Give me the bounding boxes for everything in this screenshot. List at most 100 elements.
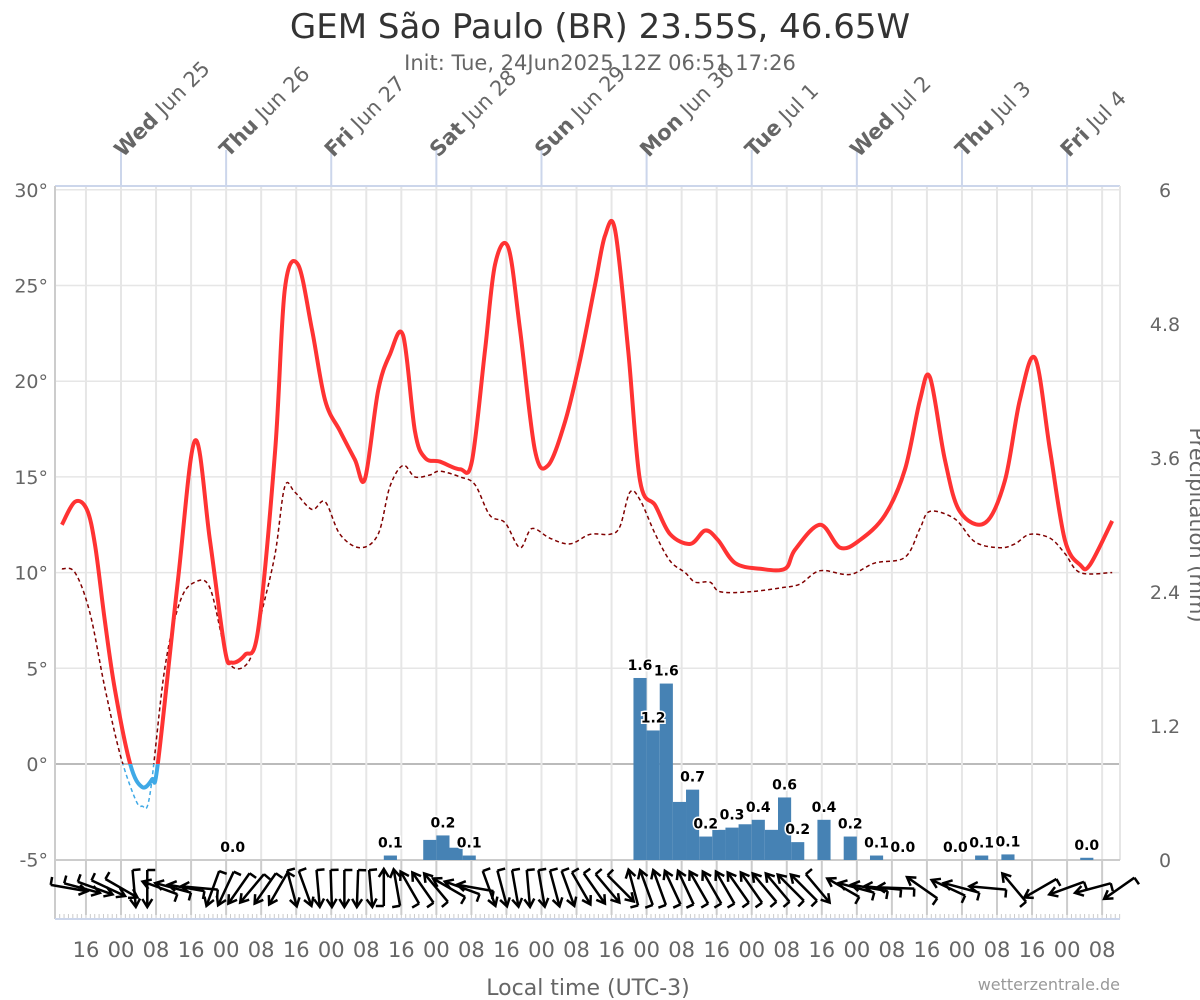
wind-barb: [411, 902, 420, 909]
x-tick-label: 16: [493, 938, 520, 962]
wind-arrow: [313, 868, 326, 910]
wind-arrow: [481, 867, 499, 909]
y-tick-label: 5°: [26, 658, 48, 680]
wind-barb: [440, 900, 449, 908]
precip-bar: [462, 855, 476, 860]
wind-arrowhead: [422, 871, 434, 883]
precip-bar: [449, 847, 463, 860]
wind-arrow: [285, 867, 301, 909]
wind-arrowhead: [650, 867, 662, 880]
wind-arrow: [714, 869, 736, 909]
y-right-tick-label: 0: [1159, 850, 1171, 872]
wind-barb: [538, 867, 547, 872]
x-tick-label: 00: [528, 938, 555, 962]
y-tick-label: 15°: [14, 467, 48, 489]
wind-arrows: [49, 866, 1140, 910]
wind-arrowhead: [399, 869, 410, 882]
precip-bar: [791, 842, 805, 860]
wind-arrowhead: [338, 898, 351, 910]
y-tick-label: 10°: [14, 563, 48, 585]
x-tick-label: 00: [738, 938, 765, 962]
wind-arrow: [594, 868, 621, 905]
wind-arrow: [297, 867, 315, 909]
day-label: Sat Jun 28: [425, 65, 521, 161]
wind-barb: [582, 867, 591, 875]
wind-shaft: [765, 873, 791, 903]
wind-arrowhead: [624, 891, 636, 904]
day-date: Jul 3: [982, 76, 1036, 130]
wind-arrow: [129, 868, 142, 910]
wind-arrow: [325, 868, 339, 910]
y-right-tick-label: 4.8: [1150, 314, 1180, 336]
wind-barb: [976, 892, 981, 901]
wind-barb: [497, 867, 506, 872]
wind-shaft: [481, 870, 497, 906]
chart-subtitle: Init: Tue, 24Jun2025 12Z 06:51 17:26: [404, 51, 796, 75]
x-tick-label: 16: [178, 938, 205, 962]
wind-shaft: [777, 874, 805, 902]
wind-arrowhead: [636, 867, 649, 880]
wind-barb: [899, 889, 903, 898]
wind-shaft: [423, 873, 449, 903]
day-date: Jul 2: [882, 71, 936, 125]
wind-arrow: [510, 867, 524, 910]
wind-barb: [713, 902, 722, 909]
wind-arrowhead: [1072, 885, 1085, 897]
wind-barb: [298, 867, 307, 873]
wind-arrowhead: [688, 869, 699, 882]
wind-arrowhead: [325, 898, 338, 910]
wind-barb: [1133, 876, 1140, 885]
wind-arrowhead: [776, 872, 788, 885]
precipitation-bars: [383, 677, 1094, 860]
dewpoint-line: [61, 464, 1113, 764]
x-tick-label: 00: [213, 938, 240, 962]
wind-barb: [700, 902, 709, 909]
wind-shaft: [627, 870, 640, 906]
wind-arrowhead: [141, 898, 154, 910]
precip-bar: [778, 797, 792, 860]
x-tick-label: 16: [283, 938, 310, 962]
wind-shaft: [355, 869, 360, 907]
wind-shaft: [548, 870, 561, 906]
wind-arrowhead: [431, 876, 443, 888]
precip-value-label: 1.6: [628, 658, 653, 674]
precip-value-label: 0.1: [457, 836, 482, 852]
wind-shaft: [702, 871, 723, 905]
wind-barb: [475, 893, 481, 903]
precip-value-label: 0.0: [943, 840, 968, 856]
wind-arrowhead: [1000, 871, 1012, 883]
precip-bar: [646, 730, 660, 860]
wind-arrowhead: [595, 894, 607, 906]
credit-link[interactable]: wetterzentrale.de: [978, 975, 1120, 994]
wind-arrow: [365, 868, 378, 910]
wind-barb: [1004, 889, 1008, 898]
wind-arrow: [253, 872, 284, 906]
day-date: Jun 26: [246, 62, 315, 131]
x-tick-label: 08: [984, 938, 1011, 962]
wind-shaft: [727, 872, 750, 904]
wind-barb: [854, 896, 861, 905]
wind-barb: [805, 868, 813, 876]
wind-barb: [885, 890, 889, 900]
wind-arrow: [764, 871, 791, 908]
wind-shaft: [740, 872, 764, 904]
wind-arrow: [537, 867, 550, 910]
day-label: Thu Jun 26: [215, 62, 315, 162]
wind-shaft: [510, 870, 520, 906]
wind-arrowhead: [861, 880, 874, 894]
wind-arrowhead: [365, 897, 378, 910]
wind-shaft: [77, 880, 113, 896]
x-tick-label: 16: [598, 938, 625, 962]
wind-shaft: [268, 871, 289, 905]
wind-barb: [870, 892, 876, 901]
wind-arrowhead: [764, 871, 776, 883]
wind-arrowhead: [905, 875, 917, 887]
wind-arrow: [560, 867, 578, 909]
wind-arrow: [351, 868, 367, 910]
day-label: Wed Jul 2: [845, 71, 935, 161]
wind-arrowhead: [351, 898, 364, 910]
day-date: Jun 28: [453, 65, 522, 134]
wind-barb: [810, 899, 818, 908]
wind-shaft: [227, 872, 251, 904]
wind-barb: [76, 873, 82, 883]
